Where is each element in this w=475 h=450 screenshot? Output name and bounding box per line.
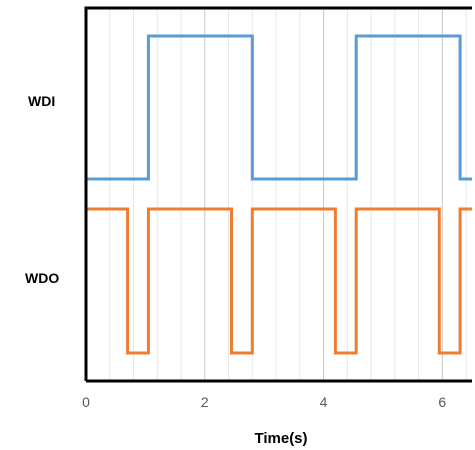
x-tick-label-2: 4 <box>320 394 328 410</box>
wdo-series-line <box>86 207 472 355</box>
wdi-series-label: WDI <box>28 93 55 109</box>
x-axis-title: Time(s) <box>254 430 307 447</box>
frame-layer <box>84 6 472 383</box>
x-tick-label-3: 6 <box>438 394 446 410</box>
x-tick-label-0: 0 <box>82 394 90 410</box>
label-layer: WDI WDO Time(s) <box>25 93 308 447</box>
wdo-series-label: WDO <box>25 270 59 286</box>
x-tick-label-1: 2 <box>201 394 209 410</box>
series-layer <box>86 34 472 355</box>
plot-frame <box>84 6 472 381</box>
grid-layer <box>109 8 467 381</box>
wdi-series-line <box>86 34 472 181</box>
tick-layer: 0 2 4 6 <box>82 394 446 410</box>
